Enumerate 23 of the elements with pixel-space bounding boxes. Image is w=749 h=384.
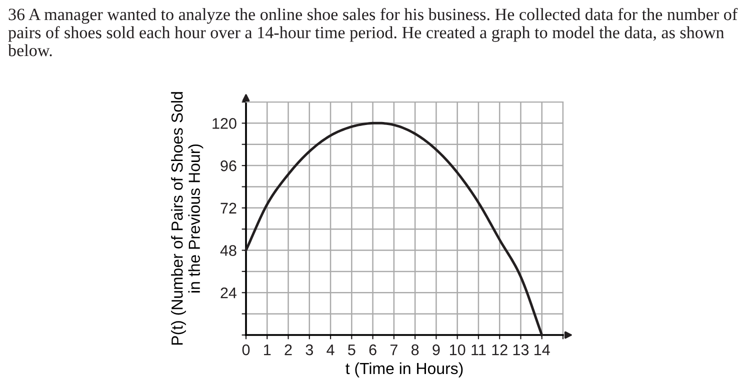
x-tick-label: 4 <box>326 344 334 356</box>
x-tick-label: 8 <box>411 344 419 356</box>
x-tick-label: 1 <box>264 344 271 356</box>
x-tick-label: 3 <box>306 344 313 356</box>
y-tick-label: 48 <box>220 245 236 256</box>
x-tick-label: 9 <box>432 344 440 356</box>
y-tick-label: 96 <box>220 160 236 172</box>
x-tick-label: 13 <box>513 344 529 356</box>
x-tick-label: 0 <box>242 344 250 356</box>
y-tick-label: 24 <box>220 288 237 298</box>
x-tick-label: 6 <box>369 344 376 356</box>
x-axis-title: t (Time in Hours) <box>346 362 463 378</box>
y-axis-title: P(t) (Number of Pairs of Shoes Sold in the Previous Hour) <box>171 92 204 345</box>
x-tick-label: 10 <box>450 344 466 356</box>
x-tick-label: 14 <box>534 344 550 356</box>
x-tick-label: 2 <box>284 344 292 356</box>
x-tick-label: 7 <box>390 344 398 356</box>
y-tick-label: 120 <box>212 118 236 129</box>
x-tick-label: 5 <box>348 344 356 356</box>
x-tick-label: 12 <box>492 344 508 356</box>
chart-title: 36 A manager wanted to analyze the online shoe sales for his business. He collected data for the number of pairs of shoes sold each hour over a 14-hour time period. He created a graph to model the data, as shown below. <box>8 8 738 56</box>
y-tick-label: 72 <box>220 202 236 214</box>
x-tick-label: 11 <box>472 344 486 356</box>
